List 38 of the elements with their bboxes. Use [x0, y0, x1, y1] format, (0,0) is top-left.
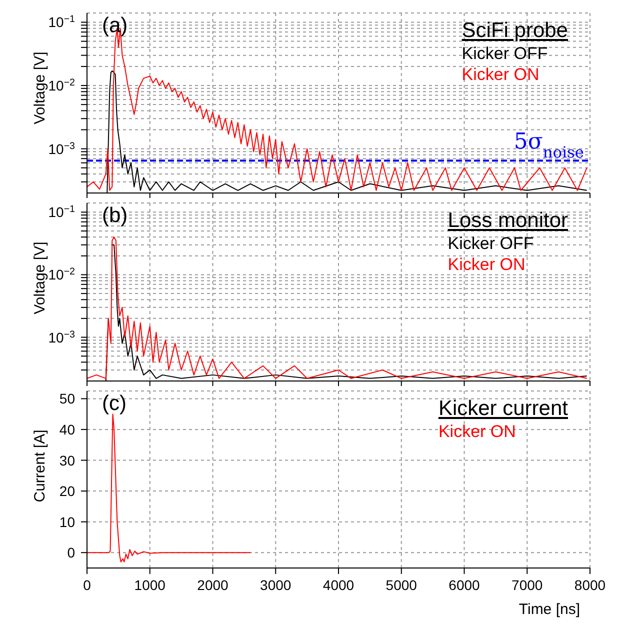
- y-tick-label: 40: [59, 421, 76, 438]
- annotation: (c): [102, 392, 126, 416]
- text: Kicker OFF: [462, 43, 549, 64]
- legend-title: SciFi probe: [462, 19, 568, 42]
- x-tick-label: 8000: [574, 577, 606, 593]
- line-series: [87, 414, 251, 562]
- y-axis-title: Current [A]: [32, 430, 49, 502]
- annotation: (a): [102, 14, 128, 38]
- y-tick-label: 10$^{−3}$: [48, 140, 76, 157]
- text: Kicker ON: [448, 254, 526, 275]
- x-tick-label: 3000: [260, 577, 292, 593]
- y-tick-label: 10$^{−2}$: [48, 77, 75, 94]
- x-tick-label: 7000: [512, 577, 543, 593]
- text: Kicker ON: [462, 64, 540, 85]
- x-tick-label: 4000: [322, 577, 354, 593]
- x-tick-label: 6000: [448, 577, 480, 593]
- x-tick-label: 5000: [386, 577, 418, 593]
- x-tick-label: 2000: [197, 577, 229, 593]
- y-tick-label: 20: [59, 483, 76, 500]
- legend-title: Kicker current: [438, 397, 568, 420]
- text: Kicker ON: [438, 421, 517, 442]
- y-axis-title: Voltage [V]: [32, 52, 49, 124]
- y-tick-label: 10$^{−1}$: [48, 204, 75, 220]
- annotation: (b): [102, 204, 128, 228]
- y-axis-title: Voltage [V]: [32, 242, 49, 314]
- y-tick-label: 50: [59, 390, 76, 407]
- y-tick-label: 30: [59, 452, 76, 468]
- y-tick-label: 10: [59, 514, 76, 530]
- text: Kicker OFF: [448, 233, 535, 254]
- x-tick-label: 1000: [134, 577, 166, 593]
- x-axis-title: Time [ns]: [518, 601, 580, 618]
- y-tick-label: 0: [67, 544, 76, 561]
- y-tick-label: 10$^{−2}$: [48, 266, 75, 283]
- ref-line-label: 5σ$_{noise}$: [514, 130, 584, 162]
- legend-title: Loss monitor: [448, 209, 568, 232]
- x-tick-label: 0: [83, 577, 92, 593]
- y-tick-label: 10$^{−3}$: [48, 328, 76, 346]
- y-tick-label: 10$^{−1}$: [48, 14, 75, 30]
